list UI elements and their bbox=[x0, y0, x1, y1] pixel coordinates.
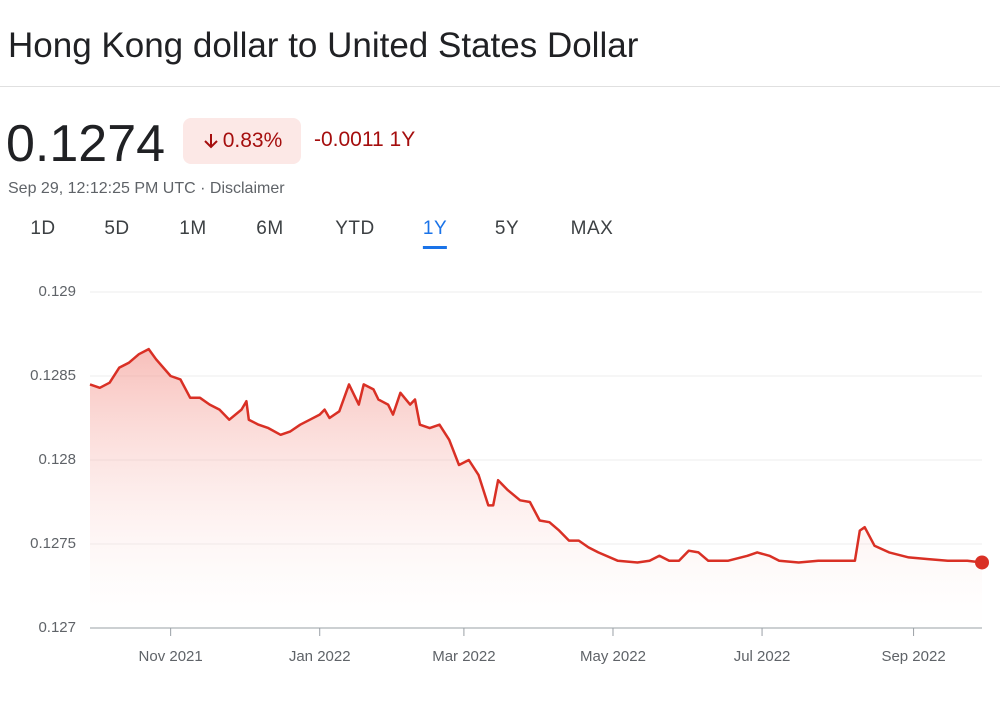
title: Hong Kong dollar to United States Dollar bbox=[8, 26, 639, 65]
down-arrow bbox=[204, 134, 218, 149]
y-tick-label: 0.1275 bbox=[30, 535, 76, 552]
x-tick-label: Sep 2022 bbox=[881, 648, 945, 665]
change-value: -0.0011 bbox=[314, 128, 384, 151]
x-tick-label: Mar 2022 bbox=[432, 648, 495, 665]
line bbox=[89, 347, 983, 564]
range-tab[interactable]: MAX bbox=[570, 218, 614, 239]
range-tab[interactable]: 1Y bbox=[422, 218, 448, 249]
timestamp-line: Sep 29, 12:12:25 PM UTC · Disclaimer bbox=[8, 180, 285, 198]
y-tick-label: 0.127 bbox=[38, 619, 76, 636]
range-tab[interactable]: YTD bbox=[335, 218, 375, 239]
x-tick-label: Nov 2021 bbox=[139, 648, 203, 665]
range-tab[interactable]: 5D bbox=[104, 218, 130, 239]
disclaimer[interactable]: Disclaimer bbox=[209, 180, 285, 197]
y-tick-label: 0.129 bbox=[38, 283, 76, 300]
range-tab[interactable]: 1M bbox=[179, 218, 207, 239]
divider bbox=[0, 86, 1000, 87]
change-badge: 0.83% bbox=[183, 118, 301, 164]
area bbox=[90, 349, 982, 628]
x-tick-label: May 2022 bbox=[580, 648, 646, 665]
range-tab[interactable]: 1D bbox=[30, 218, 56, 239]
price: 0.1274 bbox=[6, 115, 166, 173]
range-tabs: 1D 5D 1M 6M YTD 1Y 5Y MAX bbox=[0, 218, 1000, 252]
range-tab[interactable]: 5Y bbox=[494, 218, 520, 239]
change: -0.0011 1Y bbox=[314, 128, 415, 152]
x-tick-label: Jul 2022 bbox=[734, 648, 791, 665]
change-percent: 0.83% bbox=[222, 129, 283, 152]
range-tab[interactable]: 6M bbox=[256, 218, 284, 239]
end-dot bbox=[975, 555, 989, 570]
separator: · bbox=[200, 180, 206, 197]
x-tick-label: Jan 2022 bbox=[289, 648, 351, 665]
timestamp: Sep 29, 12:12:25 PM UTC bbox=[8, 180, 196, 197]
change-period: 1Y bbox=[389, 128, 416, 151]
y-tick-label: 0.128 bbox=[38, 451, 76, 468]
y-tick-label: 0.1285 bbox=[30, 367, 76, 384]
